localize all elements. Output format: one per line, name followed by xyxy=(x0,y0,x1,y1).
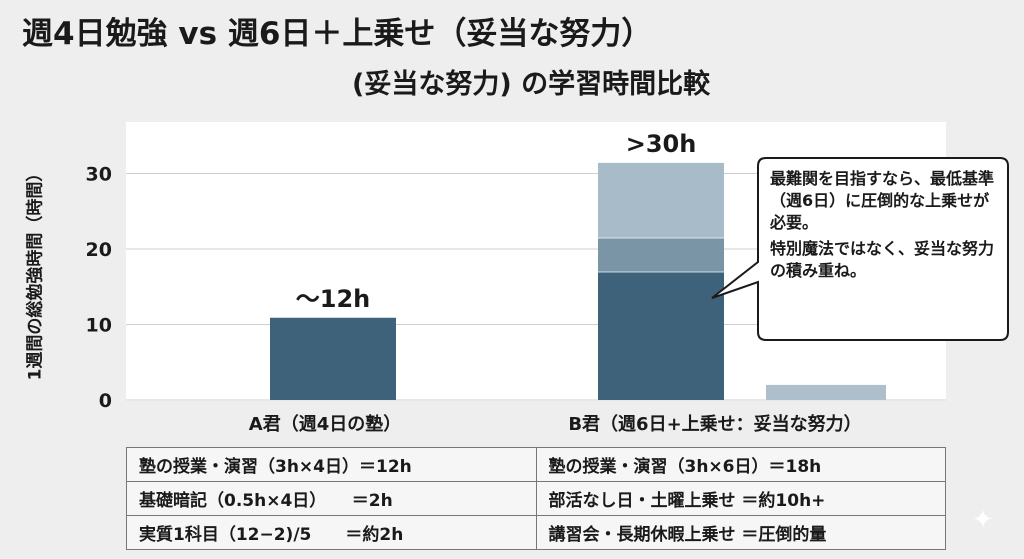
y-tick-label: 10 xyxy=(86,315,112,337)
bar-total-label: >30h xyxy=(626,130,697,158)
sparkle-icon: ✦ xyxy=(972,505,994,535)
callout-line-2: 特別魔法ではなく、妥当な努力の積み重ね。 xyxy=(770,239,995,280)
chart-svg: 0 10 20 30 〜12h >30h xyxy=(86,122,1009,412)
table-cell: 塾の授業・演習（3h×4日）＝12h xyxy=(126,447,537,482)
table-row: 塾の授業・演習（3h×4日）＝12h 塾の授業・演習（3h×6日）＝18h xyxy=(126,447,946,482)
callout-text: 最難関を目指すなら、最低基準（週6日）に圧倒的な上乗せが必要。 特別魔法ではなく… xyxy=(770,168,1002,286)
y-tick-label: 0 xyxy=(99,390,112,412)
callout-bubble xyxy=(711,157,1009,341)
bar-segment xyxy=(598,271,724,400)
table-cell: 講習会・長期休暇上乗せ ＝圧倒的量 xyxy=(535,515,946,550)
bar-segment xyxy=(598,237,724,272)
bar-segment xyxy=(598,162,724,238)
x-tick-label-b: B君（週6日+上乗せ：妥当な努力） xyxy=(568,414,862,435)
y-tick-label: 30 xyxy=(86,164,112,186)
chart-title: 週4日勉強 vs 週6日＋上乗せ（妥当な努力） xyxy=(22,16,653,52)
table-cell: 部活なし日・土曜上乗せ ＝約10h+ xyxy=(535,481,946,516)
extra-bar xyxy=(766,384,886,400)
comparison-table: 塾の授業・演習（3h×4日）＝12h 塾の授業・演習（3h×6日）＝18h 基礎… xyxy=(126,447,946,550)
table-cell: 基礎暗記（0.5h×4日） ＝2h xyxy=(126,481,537,516)
bar-segment xyxy=(270,316,396,400)
x-tick-label-a: A君（週4日の塾） xyxy=(248,414,402,435)
table-cell: 塾の授業・演習（3h×6日）＝18h xyxy=(535,447,946,482)
y-tick-label: 20 xyxy=(86,239,112,261)
chart-subtitle: (妥当な努力) の学習時間比較 xyxy=(352,69,711,100)
table-row: 実質1科目（12−2)/5 ＝約2h 講習会・長期休暇上乗せ ＝圧倒的量 xyxy=(126,515,946,550)
callout-line-1: 最難関を目指すなら、最低基準（週6日）に圧倒的な上乗せが必要。 xyxy=(770,169,995,232)
bar-total-label: 〜12h xyxy=(296,285,370,313)
table-cell: 実質1科目（12−2)/5 ＝約2h xyxy=(126,515,537,550)
table-row: 基礎暗記（0.5h×4日） ＝2h 部活なし日・土曜上乗せ ＝約10h+ xyxy=(126,481,946,516)
